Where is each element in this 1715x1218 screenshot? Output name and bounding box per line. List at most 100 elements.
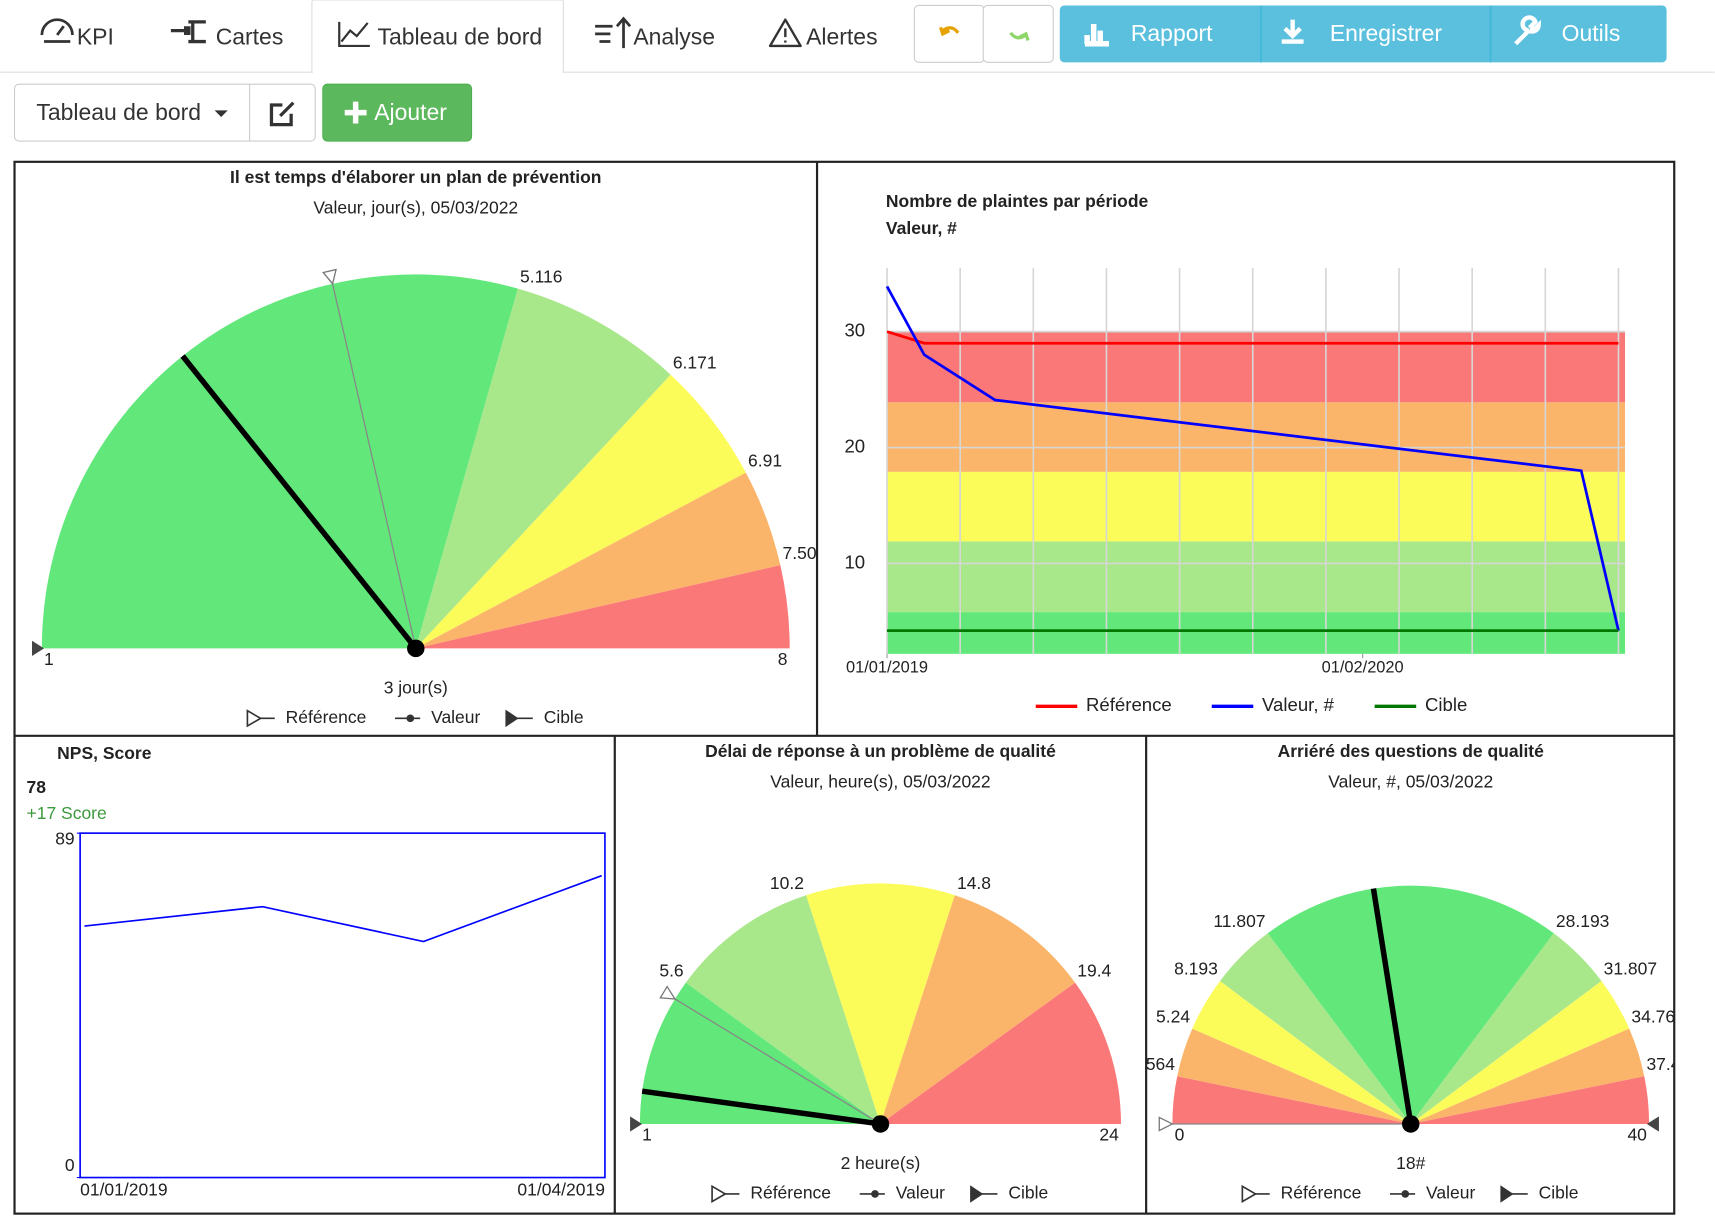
x-tick-label: 01/01/2019 [846,658,928,676]
y-tick-label: 30 [844,320,865,341]
panel-frame [13,160,1676,1215]
gauge-tick-label: 28.193 [1556,911,1609,931]
tab-label: Cartes [216,23,284,49]
gauge-tick-label: 6.91 [748,450,782,470]
gauge-band [1410,1076,1650,1124]
gauge-band [1192,980,1411,1124]
y-tick-label: 20 [844,435,865,456]
button-label: Enregistrer [1330,20,1443,46]
add-button[interactable]: Ajouter [322,83,473,142]
dashboard-select[interactable]: Tableau de bord [13,83,316,142]
tab[interactable]: Cartes [170,20,284,49]
redo-button[interactable] [982,4,1054,63]
gauge-band [415,374,746,649]
legend-icon [871,1190,879,1198]
gauge-band [415,472,781,649]
gauge-band [1410,980,1630,1124]
legend-label: Référence [1086,694,1172,715]
reference-marker [659,985,677,1000]
legend-label: Cible [1008,1183,1048,1203]
gauge-band [880,982,1121,1124]
legend-icon [406,714,415,723]
legend-icon [970,1185,984,1203]
caret [214,110,228,117]
tab-label: Alertes [806,23,877,49]
redo-icon [1009,31,1030,41]
tools-button[interactable]: Outils [1514,15,1621,47]
save-button[interactable]: Enregistrer [1281,19,1443,46]
tab[interactable]: KPI [40,18,114,50]
gauge-tick-label: 31.807 [1604,959,1657,979]
x-tick-label: 01/01/2019 [80,1179,168,1199]
legend-label: Cible [544,707,584,727]
gauge-tick-label: 5.24 [1156,1006,1190,1026]
legend-icon [1500,1185,1514,1203]
legend-label: Valeur [896,1183,945,1203]
select-frame [13,83,316,142]
tab[interactable]: Analyse [595,16,715,50]
gauge-tick-label: 2.564 [1131,1054,1175,1074]
legend-icon [711,1184,727,1204]
y-tick-label: 89 [55,828,74,848]
gauge-tick-label: 14.8 [957,873,991,893]
gauge-hub [871,1115,890,1133]
legend-label: Cible [1539,1183,1579,1203]
analysis-icon [595,16,632,49]
tab-frame [311,0,564,73]
gauge-band [639,982,881,1124]
x-tick-label: 01/02/2020 [1322,658,1404,676]
edit-button[interactable] [249,84,295,142]
gauge-needle [180,354,418,651]
gauge-title: Il est temps d'élaborer un plan de préve… [230,167,601,187]
series-line [885,285,1620,631]
gauge-tick-label: 19.4 [1077,960,1111,980]
gauge-tick-label: 5.116 [520,266,562,286]
gauge-band [1410,1028,1645,1124]
target-marker [630,1116,643,1132]
select-label: Tableau de bord [36,99,201,125]
kpi-title: NPS, Score [57,743,152,763]
gauge-tick-label: 1 [44,649,54,669]
y-tick-label: 0 [65,1155,75,1175]
series-line [886,330,1619,345]
gauge-band [1410,933,1602,1124]
tab[interactable]: Alertes [768,18,878,50]
threshold-band [887,541,1626,613]
legend-label: Référence [286,707,367,727]
gauge-band [880,895,1076,1124]
gauge-value-label: 3 jour(s) [384,677,448,697]
gauge-subtitle: Valeur, #, 05/03/2022 [1328,771,1493,791]
tab-label: Analyse [633,23,715,49]
gauge-value-label: 2 heure(s) [841,1153,921,1173]
gauge-band [41,274,518,649]
chart-title: Nombre de plaintes par période [886,191,1149,211]
threshold-band [887,612,1626,654]
gauge-hub [1401,1115,1420,1133]
reference-line [672,997,881,1125]
threshold-band [887,471,1626,542]
cards-icon [183,26,191,35]
button-label: Ajouter [374,99,447,125]
chart-subtitle: Valeur, # [886,218,957,238]
report-button[interactable]: Rapport [1084,20,1213,47]
report-icon [1084,24,1109,47]
legend-icon [505,709,519,728]
tab-label: Tableau de bord [378,23,543,49]
undo-button[interactable] [913,4,985,63]
tab-label: KPI [77,23,114,49]
kpi-delta: +17 Score [27,803,107,823]
gauge-band [806,883,955,1124]
legend-label: Référence [1281,1183,1362,1203]
legend-icon [246,709,263,728]
legend-icon [1401,1190,1410,1198]
kpi-value: 78 [27,777,47,797]
kpi-icon [40,18,74,43]
gauge-band [1267,885,1554,1124]
gauge-value-label: 18# [1396,1153,1425,1173]
reference-marker [1158,1116,1174,1132]
dashboard-icon [338,21,370,48]
action-group [1059,5,1667,63]
legend-label: Valeur, # [1262,694,1335,715]
y-tick-label: 10 [844,551,865,572]
tab-active[interactable]: Tableau de bord [311,0,564,74]
